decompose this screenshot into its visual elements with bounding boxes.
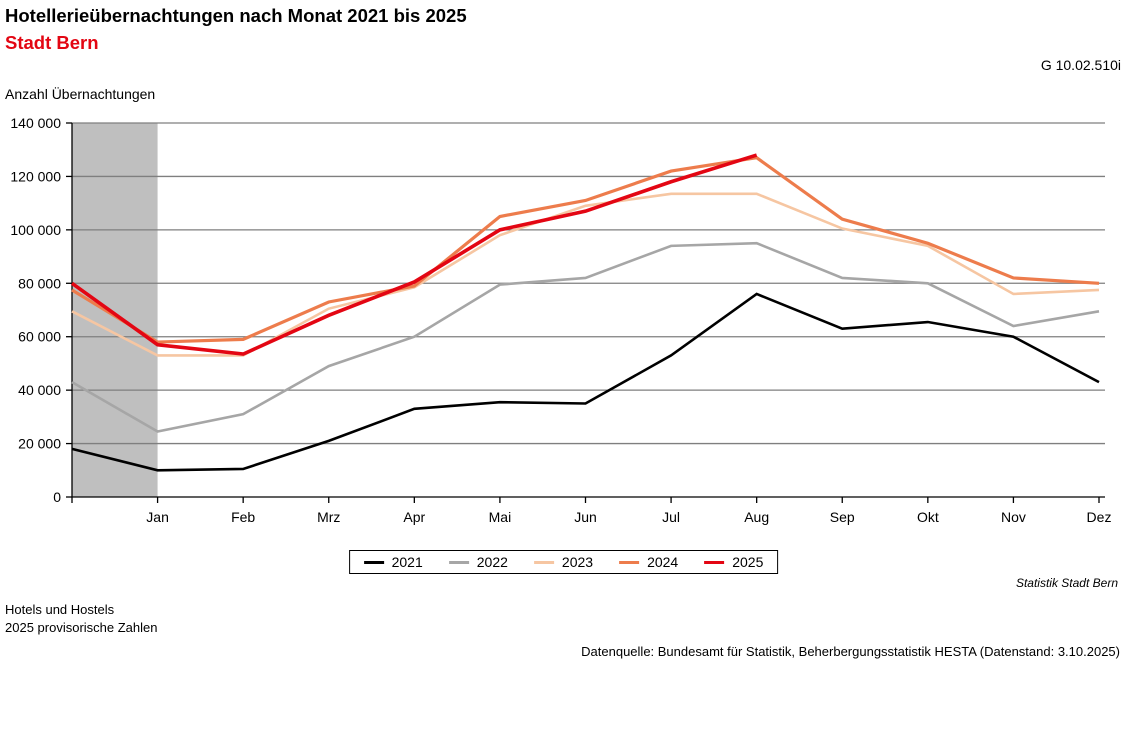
legend-item-2021: 2021 <box>363 554 423 570</box>
legend-label-2021: 2021 <box>391 554 423 570</box>
chart-title: Hotellerieübernachtungen nach Monat 2021… <box>5 5 467 26</box>
x-tick-label: Dez <box>1087 509 1112 525</box>
y-axis-caption: Anzahl Übernachtungen <box>5 86 156 102</box>
legend-swatch-2023 <box>533 560 554 564</box>
x-tick-label: Jul <box>662 509 680 525</box>
y-tick-label: 40 000 <box>18 382 61 398</box>
legend-item-2022: 2022 <box>448 554 508 570</box>
x-tick-label: Nov <box>1001 509 1026 525</box>
graph-code: G 10.02.510i <box>1040 57 1121 73</box>
legend-swatch-2024 <box>619 560 640 564</box>
y-tick-label: 100 000 <box>10 222 61 238</box>
legend-swatch-2022 <box>448 560 469 564</box>
y-tick-label: 140 000 <box>10 115 61 131</box>
data-source: Datenquelle: Bundesamt für Statistik, Be… <box>581 644 1120 659</box>
series-line-2022 <box>71 241 1100 433</box>
x-tick-label: Jan <box>146 509 169 525</box>
legend-label-2024: 2024 <box>647 554 679 570</box>
legend-label-2025: 2025 <box>732 554 764 570</box>
x-tick-label: Jun <box>574 509 597 525</box>
series-line-2023 <box>71 192 1100 357</box>
x-tick-label: Mai <box>489 509 512 525</box>
series-line-2021 <box>71 292 1100 472</box>
legend-item-2024: 2024 <box>619 554 678 570</box>
y-tick-label: 0 <box>53 489 61 505</box>
legend-label-2022: 2022 <box>476 554 508 570</box>
x-tick-label: Feb <box>231 509 255 525</box>
legend-label-2023: 2023 <box>561 554 594 570</box>
series-line-2024 <box>71 156 1100 344</box>
y-tick-label: 20 000 <box>18 436 61 452</box>
legend-swatch-2021 <box>363 560 384 564</box>
x-tick-label: Apr <box>403 509 425 525</box>
chart-subtitle: Stadt Bern <box>5 32 99 53</box>
footnote-provisional: 2025 provisorische Zahlen <box>5 620 158 635</box>
attribution: Statistik Stadt Bern <box>1015 576 1118 590</box>
y-tick-label: 60 000 <box>18 329 61 345</box>
nights-line-chart: 0 20 000 40 000 60 000 80 000 100 000 120 000 1… <box>10 115 1112 525</box>
legend-swatch-2025 <box>704 560 725 564</box>
x-tick-label: Sep <box>830 509 855 525</box>
legend-item-2025: 2025 <box>704 554 763 570</box>
y-tick-label: 120 000 <box>10 168 61 184</box>
x-tick-label: Okt <box>917 509 939 525</box>
y-tick-label: 80 000 <box>18 275 61 291</box>
chart-legend: 2021 2022 2023 2024 2025 <box>348 550 779 574</box>
highlight-band <box>72 123 158 497</box>
x-tick-label: Mrz <box>317 509 340 525</box>
legend-item-2023: 2023 <box>533 554 594 570</box>
series-line-2025 <box>70 153 758 356</box>
footnote-scope: Hotels und Hostels <box>5 602 115 617</box>
x-tick-label: Aug <box>744 509 769 525</box>
